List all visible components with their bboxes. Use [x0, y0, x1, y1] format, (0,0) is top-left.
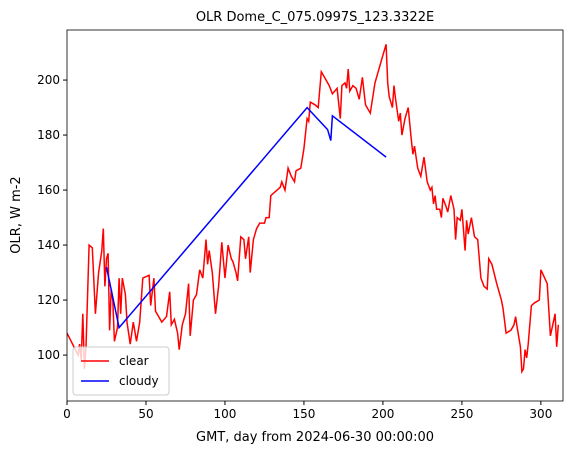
- x-tick-label: 250: [450, 407, 473, 421]
- x-axis-label: GMT, day from 2024-06-30 00:00:00: [196, 430, 434, 445]
- chart-title: OLR Dome_C_075.0997S_123.3322E: [196, 10, 434, 25]
- x-tick-label: 50: [138, 407, 153, 421]
- legend-label: cloudy: [119, 374, 159, 388]
- plot-frame: [66, 29, 564, 402]
- series-line: [105, 106, 387, 330]
- x-tick-label: 300: [529, 407, 552, 421]
- y-tick-label: 160: [37, 183, 60, 197]
- x-tick-label: 0: [63, 407, 71, 421]
- legend-box: [72, 346, 170, 396]
- y-tick-label: 200: [37, 73, 60, 87]
- x-tick-label: 100: [214, 407, 237, 421]
- legend-label: clear: [119, 354, 149, 368]
- y-tick-label: 100: [37, 348, 60, 362]
- series-line: [67, 44, 560, 375]
- y-tick-label: 120: [37, 293, 60, 307]
- y-tick-label: 140: [37, 238, 60, 252]
- x-tick-label: 200: [371, 407, 394, 421]
- y-tick-label: 180: [37, 128, 60, 142]
- y-axis-label: OLR, W m-2: [9, 176, 24, 253]
- x-tick-label: 150: [292, 407, 315, 421]
